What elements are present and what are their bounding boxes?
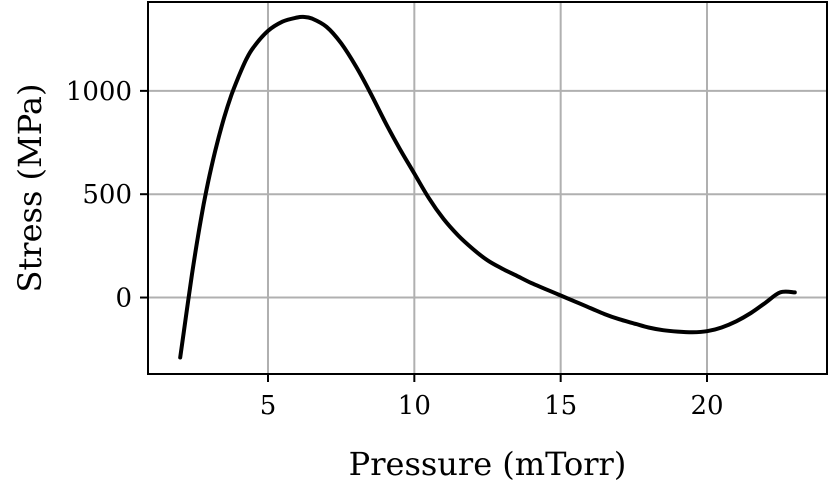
ticks: 5 10 15 20 0 500 1000: [66, 77, 724, 421]
y-axis-title: Stress (MPa): [11, 84, 49, 293]
plot-frame: [147, 1, 828, 375]
y-tick-label: 500: [82, 180, 132, 210]
x-tick-label: 10: [398, 391, 431, 421]
x-tick-label: 5: [260, 391, 277, 421]
grid: [148, 2, 827, 374]
x-tick-label: 20: [690, 391, 723, 421]
x-axis-title: Pressure (mTorr): [349, 445, 627, 483]
y-tick-label: 1000: [66, 77, 132, 107]
y-tick-label: 0: [115, 284, 132, 314]
data-line-stress: [178, 14, 797, 360]
x-tick-label: 15: [544, 391, 577, 421]
